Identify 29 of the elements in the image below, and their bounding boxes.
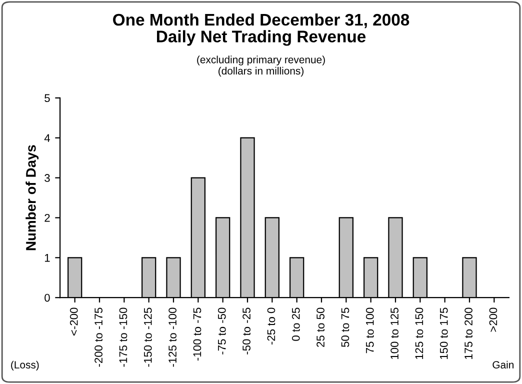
x-tick-label: -75 to -50 (218, 308, 226, 354)
x-tick-label: -175 to -150 (119, 308, 128, 367)
text: (Loss) (11, 360, 39, 371)
x-tick-label: -125 to -100 (168, 308, 176, 367)
y-axis-title: Number of Days (26, 145, 39, 250)
y-tick-label: 4 (44, 134, 50, 142)
y-tick-label: 5 (44, 94, 50, 102)
x-tick-label: 0 to 25 (292, 308, 300, 341)
y-tick-label: 2 (44, 214, 50, 222)
x-tick-label: -100 to -75 (193, 308, 202, 361)
x-tick-label: >200 (489, 308, 498, 332)
x-tick-label: 150 to 175 (440, 308, 448, 359)
x-tick-label: 75 to 100 (366, 308, 374, 354)
chart-subtitle: (excluding primary revenue) (dollars in millions) (197, 56, 325, 77)
y-tick-label: 1 (44, 254, 50, 262)
x-tick-label: 100 to 125 (390, 308, 398, 359)
text: Gain (492, 360, 514, 368)
x-tick-label: -25 to 0 (267, 308, 276, 345)
x-tick-label: -50 to -25 (242, 308, 250, 354)
x-tick-label: 175 to 200 (464, 308, 472, 359)
x-tick-label: 25 to 50 (316, 308, 324, 347)
chart-title: One Month Ended December 31, 2008 Daily Net Trading Revenue (113, 13, 410, 46)
y-tick-label: 3 (44, 174, 50, 182)
x-tick-label: -200 to -175 (94, 308, 102, 367)
x-tick-label: 125 to 150 (415, 308, 424, 359)
x-tick-label: 50 to 75 (341, 308, 350, 348)
x-tick-label: -150 to -125 (144, 308, 152, 367)
x-tick-label: <-200 (70, 308, 78, 336)
y-tick-label: 0 (44, 294, 50, 302)
